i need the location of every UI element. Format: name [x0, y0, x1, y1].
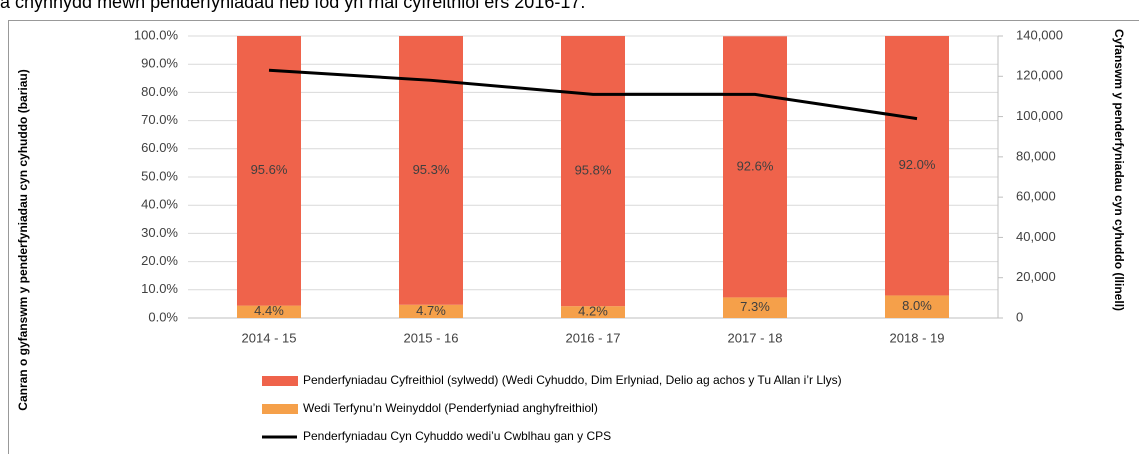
legend-label: Wedi Terfynu’n Weinyddol (Penderfyniad a… [303, 401, 598, 415]
y-tick-label: 0.0% [148, 309, 178, 324]
caption: a chynnydd mewn penderfyniadau heb fod y… [0, 0, 585, 12]
y-tick-label: 20.0% [141, 253, 178, 268]
y-tick-label: 40.0% [141, 197, 178, 212]
y2-tick-label: 20,000 [1016, 269, 1056, 284]
y2-tick-label: 100,000 [1016, 108, 1063, 123]
x-tick-label: 2014 - 15 [242, 330, 297, 345]
x-tick-label: 2016 - 17 [566, 330, 621, 345]
y-axis-title: Canran o gyfanswm y penderfyniadau cyn c… [16, 69, 30, 410]
y2-tick-label: 140,000 [1016, 27, 1063, 42]
y-tick-label: 60.0% [141, 140, 178, 155]
y2-axis-title: Cyfanswm y penderfyniadau cyn cyhuddo (l… [1112, 29, 1126, 311]
y2-tick-label: 0 [1016, 309, 1023, 324]
legend-label: Penderfyniadau Cyfreithiol (sylwedd) (We… [303, 373, 842, 387]
y-tick-label: 70.0% [141, 112, 178, 127]
data-label: 7.3% [740, 299, 770, 314]
data-label: 95.8% [575, 163, 612, 178]
data-label: 92.6% [737, 158, 774, 173]
y2-tick-label: 80,000 [1016, 148, 1056, 163]
y-tick-label: 30.0% [141, 225, 178, 240]
data-label: 4.7% [416, 303, 446, 318]
y-tick-label: 90.0% [141, 56, 178, 71]
x-tick-label: 2018 - 19 [890, 330, 945, 345]
y-tick-label: 80.0% [141, 84, 178, 99]
x-tick-label: 2015 - 16 [404, 330, 459, 345]
y-tick-label: 50.0% [141, 168, 178, 183]
y2-tick-label: 60,000 [1016, 189, 1056, 204]
data-label: 95.3% [413, 162, 450, 177]
legend-swatch [262, 376, 298, 386]
y-tick-label: 10.0% [141, 281, 178, 296]
data-label: 92.0% [899, 157, 936, 172]
x-tick-label: 2017 - 18 [728, 330, 783, 345]
y-tick-label: 100.0% [134, 27, 179, 42]
y2-tick-label: 120,000 [1016, 68, 1063, 83]
legend-label: Penderfyniadau Cyn Cyhuddo wedi’u Cwblha… [303, 429, 611, 443]
y2-tick-label: 40,000 [1016, 229, 1056, 244]
data-label: 95.6% [251, 162, 288, 177]
legend-swatch [262, 404, 298, 414]
data-label: 8.0% [902, 298, 932, 313]
